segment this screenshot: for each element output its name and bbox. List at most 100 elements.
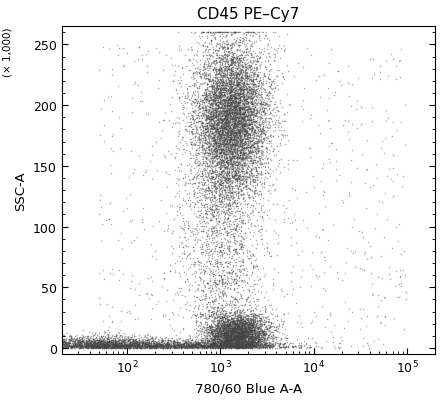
Point xyxy=(227,68,234,75)
Point xyxy=(76,344,83,350)
Point xyxy=(126,344,133,351)
Point xyxy=(238,144,245,150)
Point xyxy=(251,61,259,68)
Point xyxy=(99,340,106,346)
Point xyxy=(221,105,228,111)
Point xyxy=(385,73,392,80)
Point xyxy=(145,344,152,350)
Point xyxy=(243,144,250,151)
Point xyxy=(230,333,237,340)
Point xyxy=(225,242,232,248)
Point xyxy=(224,329,231,335)
Point xyxy=(209,174,216,181)
Point xyxy=(240,316,247,322)
Point xyxy=(229,312,236,318)
Point xyxy=(369,57,376,63)
Point xyxy=(232,104,239,111)
Point xyxy=(206,205,213,212)
Point xyxy=(360,343,367,350)
Point xyxy=(268,108,275,114)
Point xyxy=(228,183,235,190)
Point xyxy=(205,41,212,47)
Point xyxy=(242,344,249,350)
Point xyxy=(232,128,240,134)
Point xyxy=(47,340,54,346)
Point xyxy=(236,95,243,102)
Point xyxy=(253,340,260,347)
Point xyxy=(202,210,210,217)
Point xyxy=(210,340,217,347)
Point xyxy=(227,71,234,77)
Point xyxy=(254,263,261,270)
Point xyxy=(182,187,189,193)
Point xyxy=(206,325,213,332)
Point xyxy=(233,84,240,90)
Point xyxy=(199,312,206,318)
Point xyxy=(256,321,263,327)
Point xyxy=(257,342,264,349)
Point xyxy=(183,115,190,122)
Point xyxy=(208,191,215,197)
Point xyxy=(154,341,161,348)
Point xyxy=(251,99,259,106)
Point xyxy=(226,107,233,113)
Point xyxy=(91,343,99,350)
Point xyxy=(213,184,220,191)
Point xyxy=(221,337,229,343)
Point xyxy=(238,157,245,163)
Point xyxy=(167,342,174,348)
Point xyxy=(218,126,225,132)
Point xyxy=(227,342,234,349)
Point xyxy=(152,343,159,350)
Point xyxy=(211,175,218,182)
Point xyxy=(229,56,236,62)
Point xyxy=(276,340,283,346)
Point xyxy=(249,295,256,302)
Point xyxy=(221,291,229,298)
Point xyxy=(259,30,267,36)
Point xyxy=(265,335,272,342)
Point xyxy=(256,327,263,333)
Point xyxy=(205,342,212,348)
Point xyxy=(188,340,195,346)
Point xyxy=(126,341,133,348)
Point xyxy=(196,328,203,334)
Point xyxy=(100,340,107,346)
Point xyxy=(261,112,268,119)
Point xyxy=(242,63,249,70)
Point xyxy=(98,338,105,344)
Point xyxy=(198,138,206,145)
Point xyxy=(210,240,217,246)
Point xyxy=(199,43,206,49)
Point xyxy=(75,337,82,344)
Point xyxy=(393,172,400,178)
Point xyxy=(279,75,286,81)
Point xyxy=(214,339,221,346)
Point xyxy=(242,342,249,348)
Point xyxy=(206,248,213,254)
Point xyxy=(210,328,217,334)
Point xyxy=(226,95,233,101)
Point xyxy=(164,343,171,350)
Point xyxy=(148,344,155,351)
Point xyxy=(218,164,225,170)
Point xyxy=(211,279,218,286)
Point xyxy=(198,210,205,217)
Point xyxy=(89,344,96,350)
Point xyxy=(206,102,213,108)
Point xyxy=(249,147,256,154)
Point xyxy=(239,323,246,330)
Point xyxy=(231,336,238,342)
Point xyxy=(229,68,236,74)
Point xyxy=(93,337,100,344)
Point xyxy=(236,66,244,73)
Point xyxy=(219,308,226,314)
Point xyxy=(255,108,262,115)
Point xyxy=(209,323,216,329)
Point xyxy=(209,116,216,123)
Point xyxy=(220,89,227,95)
Point xyxy=(232,246,240,253)
Point xyxy=(230,317,237,324)
Point xyxy=(126,339,133,346)
Point xyxy=(217,327,225,333)
